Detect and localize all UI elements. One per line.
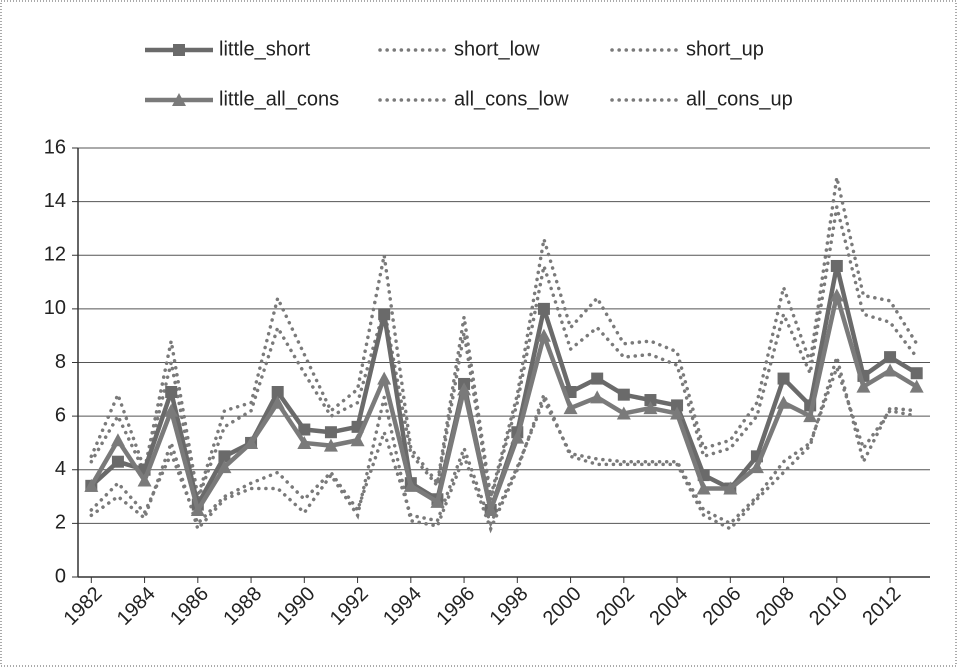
marker	[217, 460, 232, 474]
marker	[110, 433, 125, 447]
marker	[244, 435, 259, 449]
marker	[190, 502, 205, 516]
marker	[271, 385, 284, 398]
legend-marker	[173, 44, 185, 56]
y-tick-label: 8	[55, 351, 66, 373]
marker	[457, 382, 472, 396]
marker	[111, 455, 124, 468]
marker	[297, 435, 312, 449]
marker	[777, 372, 790, 385]
legend-item: all_cons_up	[610, 88, 793, 110]
marker	[298, 423, 311, 436]
marker	[830, 259, 843, 272]
marker	[696, 481, 711, 495]
legend-label: little_short	[219, 38, 311, 60]
y-tick-label: 0	[55, 565, 66, 587]
marker	[616, 406, 631, 420]
series-line	[89, 293, 918, 513]
marker	[536, 328, 551, 342]
y-tick-label: 16	[44, 136, 66, 158]
marker	[218, 450, 231, 463]
series-line	[89, 362, 919, 528]
legend-item: short_up	[610, 38, 764, 60]
series-line	[89, 206, 919, 506]
y-tick-label: 10	[44, 297, 66, 319]
marker	[884, 351, 897, 364]
marker	[856, 379, 871, 393]
marker	[510, 430, 525, 444]
legend-label: short_up	[686, 38, 764, 60]
series-line	[89, 177, 919, 498]
legend-label: all_cons_low	[454, 88, 569, 110]
marker	[829, 288, 844, 302]
marker	[164, 403, 179, 417]
y-tick-label: 12	[44, 244, 66, 266]
legend-item: all_cons_low	[378, 88, 569, 110]
y-tick-label: 6	[55, 404, 66, 426]
legend-label: little_all_cons	[219, 88, 339, 110]
legend-label: all_cons_up	[686, 88, 793, 110]
marker	[803, 409, 818, 423]
legend-item: little_all_cons	[145, 88, 339, 110]
marker	[324, 426, 337, 439]
marker	[378, 308, 391, 321]
marker	[591, 372, 604, 385]
marker	[537, 302, 550, 315]
marker	[350, 433, 365, 447]
marker	[430, 494, 445, 508]
marker	[909, 379, 924, 393]
marker	[323, 438, 338, 452]
marker	[563, 401, 578, 415]
marker	[84, 478, 99, 492]
marker	[723, 481, 738, 495]
marker	[883, 363, 898, 377]
marker	[670, 406, 685, 420]
y-tick-label: 4	[55, 458, 66, 480]
y-tick-label: 2	[55, 512, 66, 534]
marker	[644, 394, 657, 407]
marker	[910, 367, 923, 380]
legend-item: little_short	[145, 38, 311, 60]
marker	[483, 502, 498, 516]
marker	[617, 388, 630, 401]
marker	[137, 473, 152, 487]
legend-item: short_low	[378, 38, 540, 60]
marker	[749, 460, 764, 474]
marker	[403, 478, 418, 492]
marker	[643, 401, 658, 415]
y-tick-label: 14	[44, 190, 66, 212]
marker	[165, 385, 178, 398]
legend-label: short_low	[454, 38, 540, 60]
legend-marker	[172, 93, 186, 106]
marker	[590, 390, 605, 404]
marker	[671, 399, 684, 412]
marker	[776, 395, 791, 409]
marker	[270, 395, 285, 409]
marker	[377, 371, 392, 385]
